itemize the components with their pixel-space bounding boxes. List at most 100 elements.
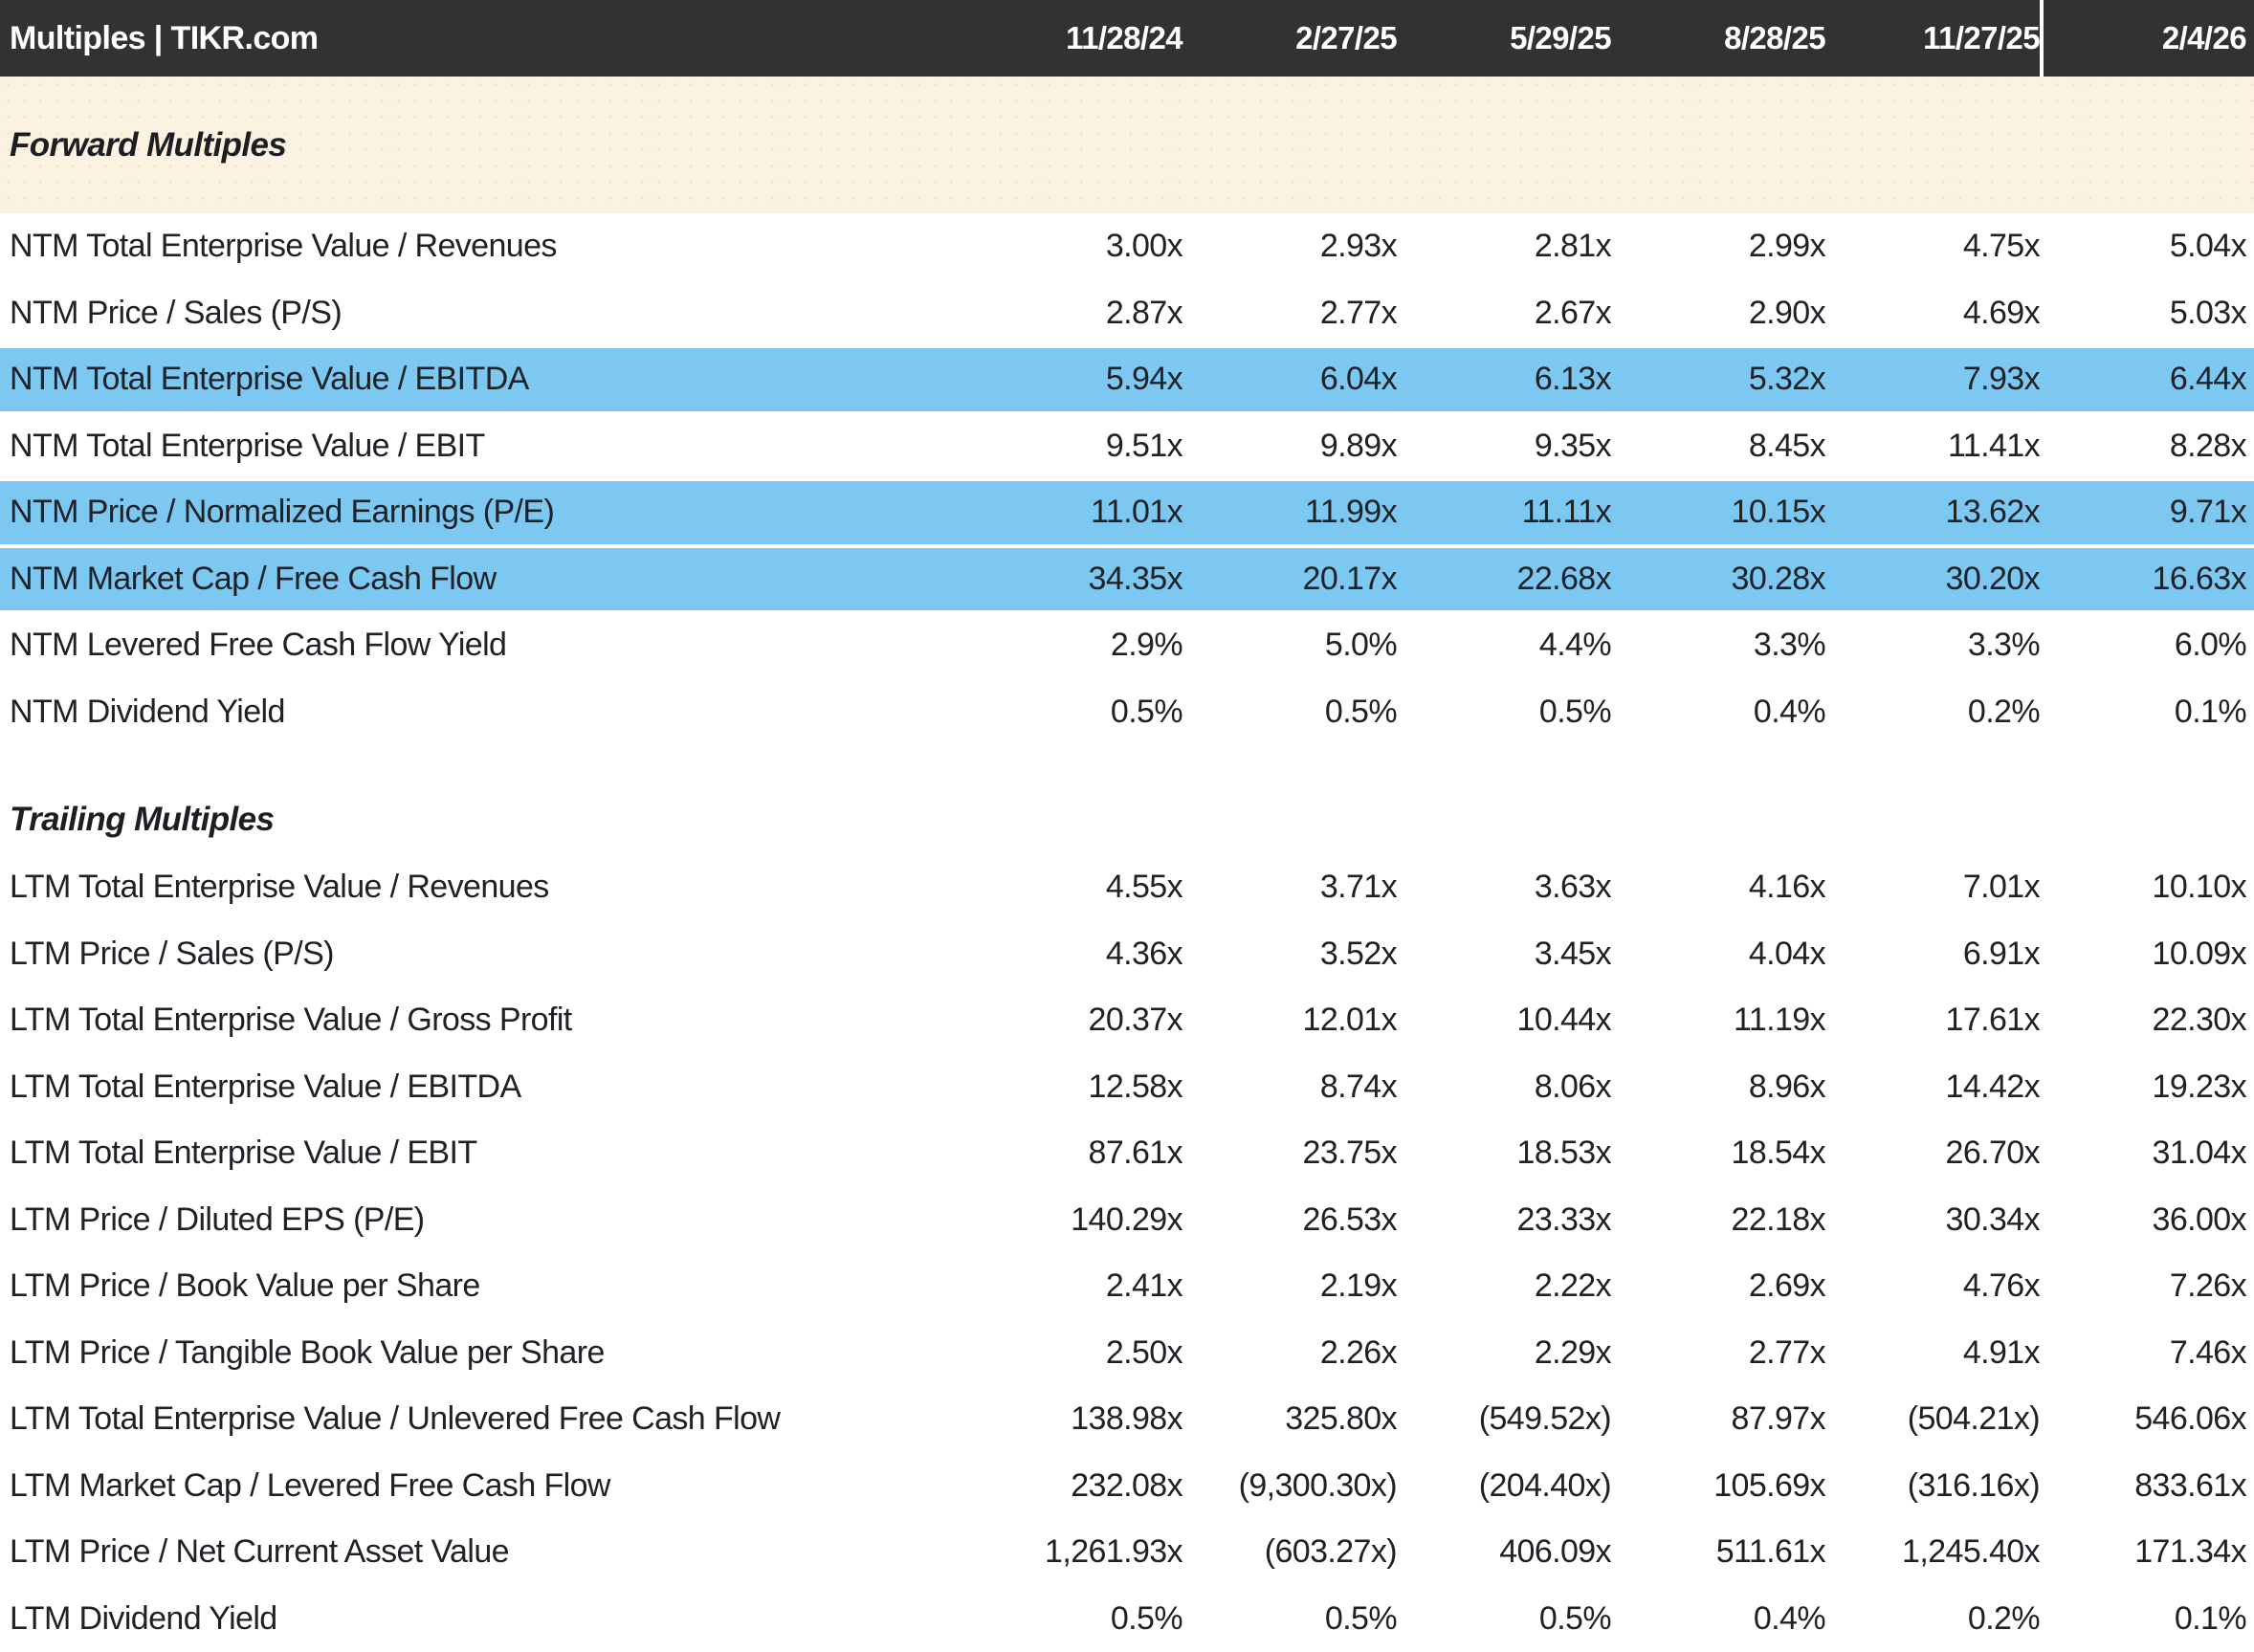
section-title: Forward Multiples <box>10 126 286 165</box>
value-cell: 23.33x <box>1397 1201 1611 1239</box>
value-cell: 10.10x <box>2040 869 2254 906</box>
section-title: Trailing Multiples <box>10 801 274 839</box>
value-cell: 2.93x <box>1182 228 1397 265</box>
value-cell: (9,300.30x) <box>1182 1467 1397 1505</box>
value-cell: 5.94x <box>968 361 1182 398</box>
table-row[interactable]: NTM Price / Normalized Earnings (P/E)11.… <box>0 479 2254 546</box>
value-cell: 2.67x <box>1397 295 1611 332</box>
value-cell: 0.4% <box>1611 694 1825 731</box>
row-label: NTM Total Enterprise Value / EBITDA <box>0 361 968 398</box>
value-cell: 11.01x <box>968 494 1182 531</box>
value-cell: 8.96x <box>1611 1068 1825 1106</box>
value-cell: 6.0% <box>2040 627 2254 664</box>
value-cell: 0.1% <box>2040 1600 2254 1638</box>
value-cell: 4.4% <box>1397 627 1611 664</box>
value-cell: 10.15x <box>1611 494 1825 531</box>
row-label: LTM Dividend Yield <box>0 1600 968 1638</box>
value-cell: 9.89x <box>1182 428 1397 465</box>
row-label: LTM Price / Net Current Asset Value <box>0 1533 968 1571</box>
value-cell: 11.19x <box>1611 1002 1825 1039</box>
value-cell: 8.74x <box>1182 1068 1397 1106</box>
value-cell: 6.04x <box>1182 361 1397 398</box>
value-cell: 0.5% <box>1397 694 1611 731</box>
value-cell: 30.28x <box>1611 561 1825 598</box>
row-label: NTM Levered Free Cash Flow Yield <box>0 627 968 664</box>
value-cell: 2.29x <box>1397 1334 1611 1372</box>
value-cell: (603.27x) <box>1182 1533 1397 1571</box>
value-cell: 36.00x <box>2040 1201 2254 1239</box>
value-cell: 26.53x <box>1182 1201 1397 1239</box>
value-cell: 2.77x <box>1182 295 1397 332</box>
value-cell: 0.4% <box>1611 1600 1825 1638</box>
value-cell: 14.42x <box>1825 1068 2040 1106</box>
value-cell: 3.52x <box>1182 936 1397 973</box>
row-label: NTM Price / Normalized Earnings (P/E) <box>0 494 968 531</box>
value-cell: 5.0% <box>1182 627 1397 664</box>
row-label: LTM Price / Tangible Book Value per Shar… <box>0 1334 968 1372</box>
value-cell: 11.41x <box>1825 428 2040 465</box>
value-cell: 2.90x <box>1611 295 1825 332</box>
value-cell: 11.99x <box>1182 494 1397 531</box>
row-label: NTM Price / Sales (P/S) <box>0 295 968 332</box>
value-cell: 23.75x <box>1182 1134 1397 1172</box>
value-cell: 2.26x <box>1182 1334 1397 1372</box>
value-cell: 5.04x <box>2040 228 2254 265</box>
value-cell: 1,245.40x <box>1825 1533 2040 1571</box>
value-cell: 105.69x <box>1611 1467 1825 1505</box>
column-header-date-6: 2/4/26 <box>2040 0 2254 77</box>
value-cell: 2.87x <box>968 295 1182 332</box>
value-cell: 30.20x <box>1825 561 2040 598</box>
value-cell: 34.35x <box>968 561 1182 598</box>
value-cell: (316.16x) <box>1825 1467 2040 1505</box>
value-cell: 4.75x <box>1825 228 2040 265</box>
row-label: NTM Dividend Yield <box>0 694 968 731</box>
value-cell: 4.36x <box>968 936 1182 973</box>
value-cell: 0.2% <box>1825 694 2040 731</box>
value-cell: 4.69x <box>1825 295 2040 332</box>
value-cell: 22.30x <box>2040 1002 2254 1039</box>
value-cell: 4.76x <box>1825 1267 2040 1305</box>
value-cell: 171.34x <box>2040 1533 2254 1571</box>
row-label: LTM Price / Sales (P/S) <box>0 936 968 973</box>
row-label: NTM Total Enterprise Value / EBIT <box>0 428 968 465</box>
value-cell: 325.80x <box>1182 1400 1397 1438</box>
table-row[interactable]: LTM Price / Tangible Book Value per Shar… <box>0 1320 2254 1387</box>
value-cell: 87.97x <box>1611 1400 1825 1438</box>
value-cell: 0.5% <box>968 694 1182 731</box>
table-row[interactable]: LTM Total Enterprise Value / Gross Profi… <box>0 987 2254 1054</box>
value-cell: 232.08x <box>968 1467 1182 1505</box>
value-cell: 0.5% <box>1397 1600 1611 1638</box>
value-cell: 19.23x <box>2040 1068 2254 1106</box>
value-cell: 4.91x <box>1825 1334 2040 1372</box>
value-cell: 4.16x <box>1611 869 1825 906</box>
value-cell: 138.98x <box>968 1400 1182 1438</box>
value-cell: 13.62x <box>1825 494 2040 531</box>
value-cell: 22.18x <box>1611 1201 1825 1239</box>
column-header-date-4: 8/28/25 <box>1611 0 1825 77</box>
value-cell: 6.91x <box>1825 936 2040 973</box>
app-title: Multiples | TIKR.com <box>0 0 968 77</box>
row-label: LTM Total Enterprise Value / Unlevered F… <box>0 1400 968 1438</box>
value-cell: 2.50x <box>968 1334 1182 1372</box>
row-label: NTM Market Cap / Free Cash Flow <box>0 561 968 598</box>
table-row[interactable]: LTM Total Enterprise Value / Unlevered F… <box>0 1386 2254 1453</box>
value-cell: 3.3% <box>1825 627 2040 664</box>
value-cell: 7.93x <box>1825 361 2040 398</box>
value-cell: 2.81x <box>1397 228 1611 265</box>
